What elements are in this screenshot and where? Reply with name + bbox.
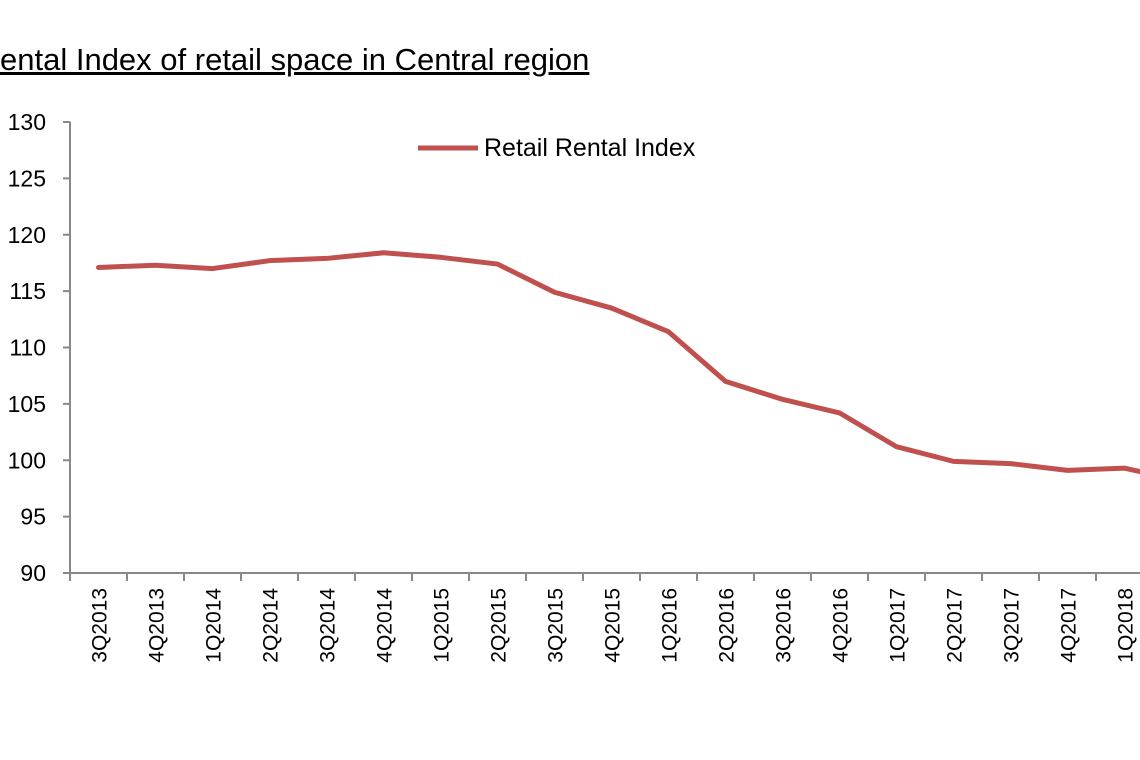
x-tick-label: 4Q2016	[830, 588, 853, 663]
y-tick-label: 115	[9, 278, 46, 304]
x-tick-label: 4Q2013	[146, 588, 169, 663]
y-tick-label: 130	[8, 109, 46, 135]
x-tick-label: 2Q2017	[944, 588, 967, 663]
y-tick-label: 95	[20, 504, 46, 530]
y-tick-label: 125	[8, 165, 46, 191]
x-tick-label: 4Q2015	[602, 588, 625, 663]
y-tick-label: 110	[9, 335, 46, 361]
y-tick-label: 100	[8, 447, 46, 473]
x-tick-label: 2Q2016	[716, 588, 739, 663]
series-line	[96, 250, 1140, 475]
x-tick-label: 1Q2014	[203, 588, 226, 663]
legend-label: Retail Rental Index	[484, 134, 696, 162]
x-tick-label: 4Q2017	[1058, 588, 1081, 663]
y-tick-label: 120	[8, 222, 46, 248]
y-tick-label: 105	[8, 391, 46, 417]
x-tick-label: 4Q2014	[374, 588, 397, 663]
x-tick-label: 1Q2018	[1115, 588, 1138, 663]
y-tick-label: 90	[20, 560, 46, 586]
x-tick-label: 2Q2015	[488, 588, 511, 663]
x-tick-label: 3Q2016	[773, 588, 796, 663]
x-tick-label: 3Q2014	[317, 588, 340, 663]
chart-title: ental Index of retail space in Central r…	[0, 42, 590, 77]
x-tick-label: 1Q2017	[887, 588, 910, 663]
x-tick-label: 3Q2015	[545, 588, 568, 663]
x-tick-label: 3Q2013	[89, 588, 112, 663]
x-tick-label: 1Q2016	[659, 588, 682, 663]
x-tick-label: 3Q2017	[1001, 588, 1024, 663]
x-tick-label: 2Q2014	[260, 588, 283, 663]
x-tick-label: 1Q2015	[431, 588, 454, 663]
